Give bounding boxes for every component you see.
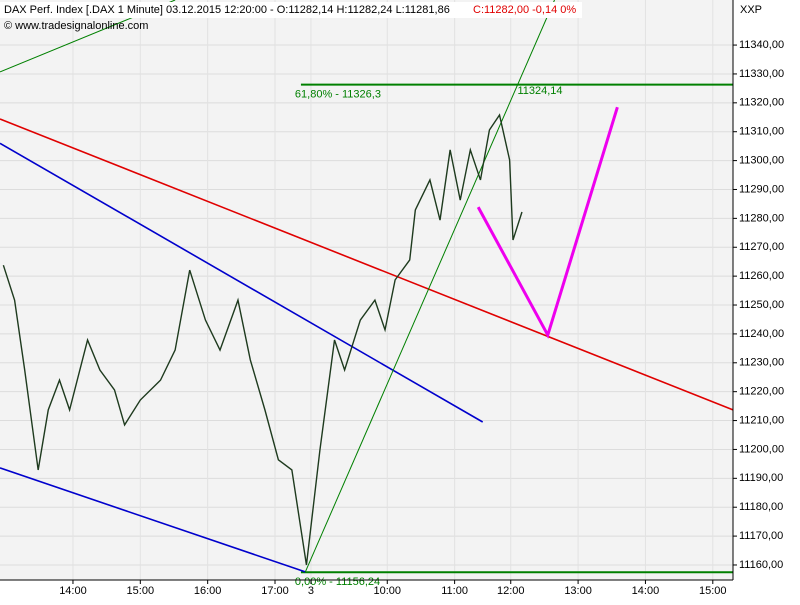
x-tick-label: 17:00 bbox=[261, 585, 289, 597]
y-tick-label: 11340,00 bbox=[739, 39, 784, 51]
y-tick-label: 11260,00 bbox=[739, 270, 784, 282]
y-tick-label: 11180,00 bbox=[739, 501, 783, 513]
close-info: C:11282,00 -0,14 0% bbox=[473, 4, 576, 16]
trendline bbox=[0, 467, 306, 573]
x-tick-label: 13:00 bbox=[564, 585, 592, 597]
y-tick-label: 11190,00 bbox=[739, 472, 783, 484]
fib-label: 61,80% - 11326,3 bbox=[295, 89, 381, 101]
x-tick-label: 3 bbox=[308, 585, 314, 597]
fib-label: 0,00% - 11156,24 bbox=[295, 576, 380, 588]
x-tick-label: 14:00 bbox=[59, 585, 87, 597]
y-tick-label: 11210,00 bbox=[739, 414, 784, 426]
y-tick-label: 11290,00 bbox=[739, 183, 784, 195]
y-tick-label: 11320,00 bbox=[739, 97, 784, 109]
y-tick-label: 11240,00 bbox=[739, 328, 784, 340]
trendline bbox=[476, 106, 619, 339]
y-tick-label: 11220,00 bbox=[739, 386, 784, 398]
x-tick-label: 12:00 bbox=[497, 585, 525, 597]
y-tick-label: 11300,00 bbox=[739, 155, 784, 167]
x-tick-label: 15:00 bbox=[699, 585, 727, 597]
y-tick-label: 11200,00 bbox=[739, 443, 784, 455]
y-tick-label: 11280,00 bbox=[739, 212, 784, 224]
y-tick-label: 11170,00 bbox=[739, 530, 783, 542]
x-tick-label: 16:00 bbox=[194, 585, 222, 597]
y-tick-label: 11250,00 bbox=[739, 299, 784, 311]
subtitle: © www.tradesignalonline.com bbox=[4, 20, 148, 32]
x-tick-label: 10:00 bbox=[374, 585, 402, 597]
y-tick-label: 11310,00 bbox=[739, 126, 784, 138]
y-tick-label: 11330,00 bbox=[739, 68, 784, 80]
price-line bbox=[2, 113, 523, 566]
chart-title: DAX Perf. Index [.DAX 1 Minute] 03.12.20… bbox=[4, 4, 450, 16]
trendline bbox=[0, 142, 484, 423]
plot-area bbox=[0, 0, 733, 580]
x-tick-label: 15:00 bbox=[127, 585, 155, 597]
trendline bbox=[304, 0, 555, 573]
x-tick-label: 11:00 bbox=[441, 585, 468, 597]
header-bg bbox=[0, 2, 582, 18]
axis-label: XXP bbox=[740, 4, 762, 16]
annotation: 11324,14 bbox=[517, 85, 562, 97]
y-tick-label: 11270,00 bbox=[739, 241, 784, 253]
trendline bbox=[0, 118, 734, 411]
y-tick-label: 11160,00 bbox=[739, 559, 783, 571]
y-tick-label: 11230,00 bbox=[739, 357, 784, 369]
x-tick-label: 14:00 bbox=[632, 585, 660, 597]
